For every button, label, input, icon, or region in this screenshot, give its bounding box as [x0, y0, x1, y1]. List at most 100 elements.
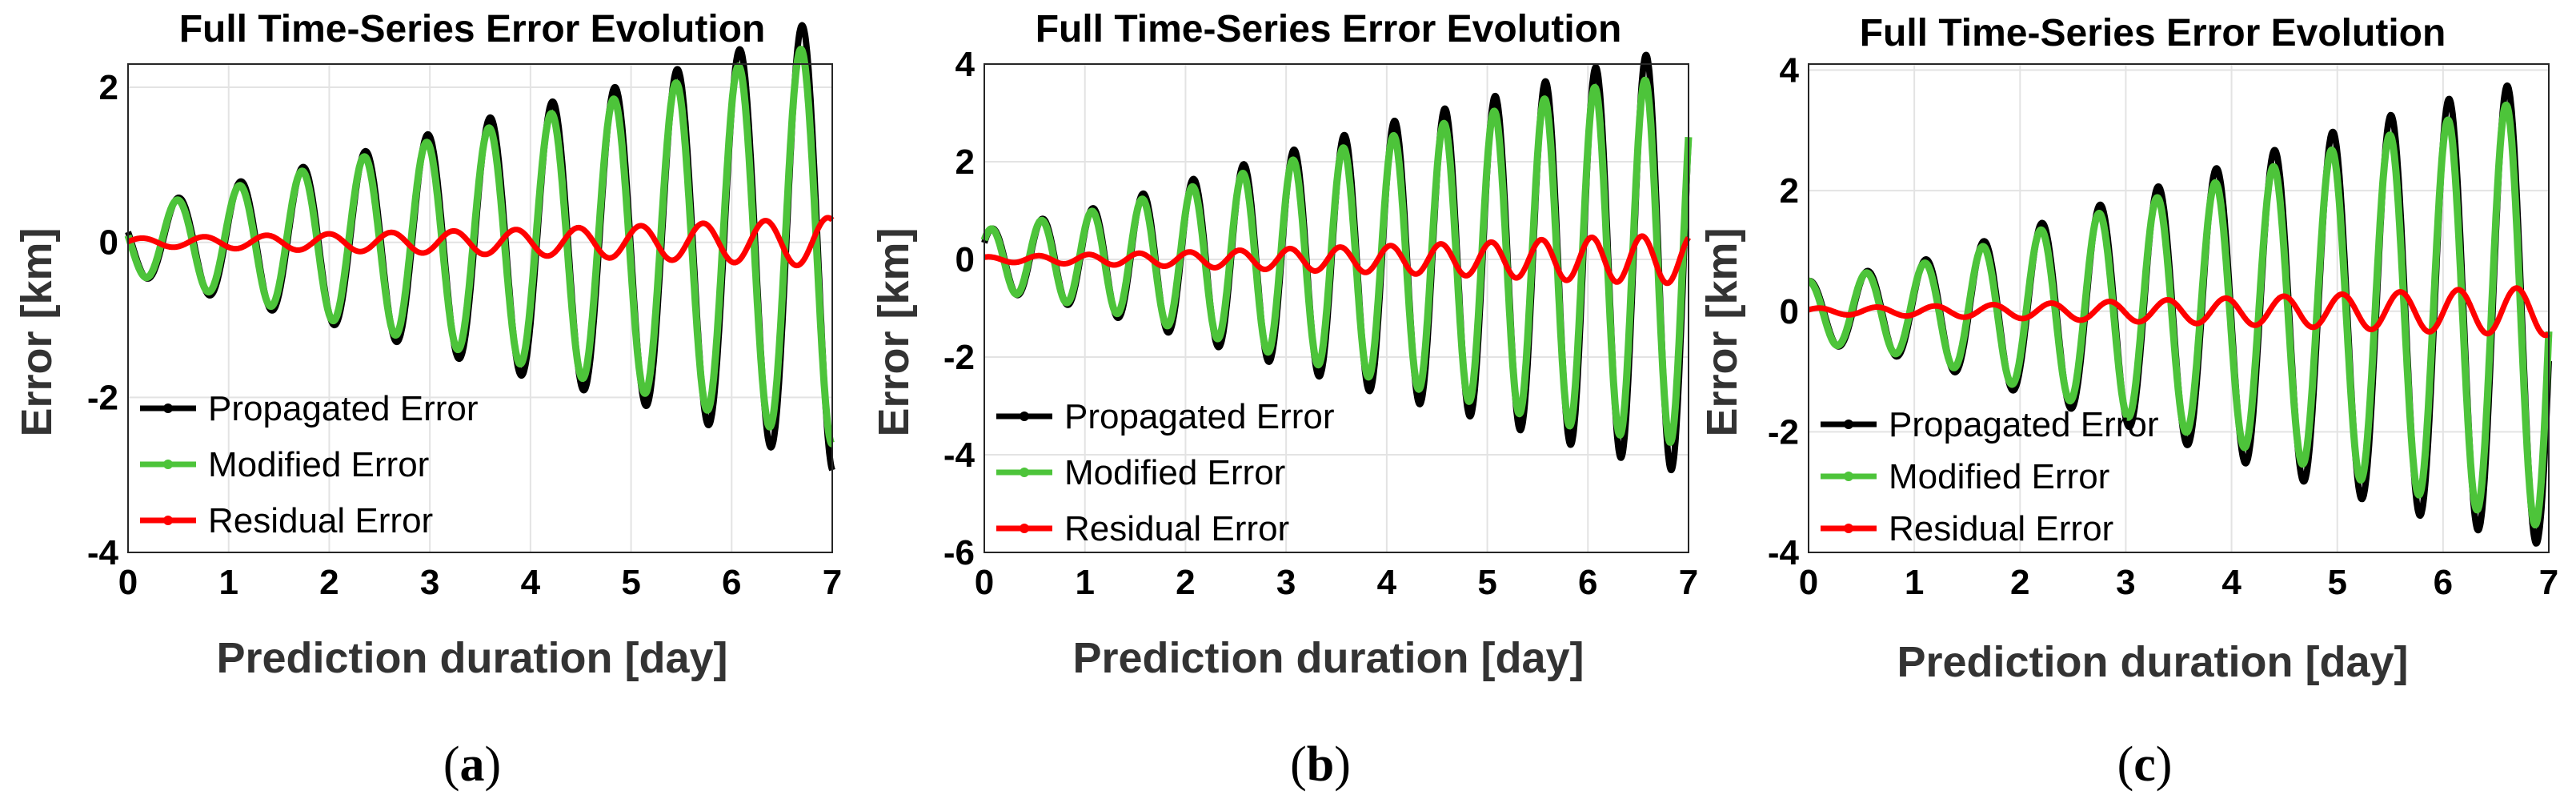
- y-tick-label: -6: [943, 533, 975, 572]
- x-tick-label: 1: [1905, 563, 1924, 602]
- legend-label: Residual Error: [208, 501, 433, 540]
- legend-marker: [1844, 524, 1853, 533]
- legend-label: Propagated Error: [1064, 397, 1335, 436]
- y-tick-label: 0: [99, 223, 118, 263]
- legend: Propagated Error Modified Error Residual E…: [1821, 405, 2159, 548]
- x-tick-labels: 0 1 2 3 4 5 6 7: [975, 563, 1698, 602]
- x-tick-label: 5: [2327, 563, 2346, 602]
- series-lines: [1805, 63, 2553, 553]
- series-lines: [980, 51, 1693, 553]
- x-tick-label: 4: [2221, 563, 2241, 602]
- series-line-modified-error: [980, 76, 1693, 446]
- y-tick-label: 4: [1780, 51, 1800, 90]
- series-line-residual-error: [1806, 285, 2551, 339]
- legend-label: Propagated Error: [1889, 405, 2159, 444]
- y-tick-labels: 2 0 -2 -4: [87, 68, 119, 572]
- x-tick-labels: 0 1 2 3 4 5 6 7: [118, 563, 842, 602]
- legend-marker: [1844, 420, 1853, 429]
- y-tick-label: -2: [87, 378, 118, 417]
- x-tick-label: 2: [1176, 563, 1195, 602]
- x-tick-label: 1: [1075, 563, 1094, 602]
- x-tick-label: 6: [1578, 563, 1597, 602]
- chart-panel-b: Full Time-Series Error Evolution 4 2 0 -2 -4…: [870, 8, 1698, 792]
- legend-item: Modified Error: [140, 445, 429, 484]
- legend-item: Modified Error: [1821, 457, 2109, 496]
- x-tick-label: 7: [2539, 563, 2558, 602]
- caption: (a): [443, 737, 501, 792]
- plot-border: [984, 63, 1689, 553]
- chart-panel-c: Full Time-Series Error Evolution 4 2 0 -2 -4…: [1698, 12, 2558, 792]
- chart-title: Full Time-Series Error Evolution: [1036, 8, 1622, 50]
- legend-label: Modified Error: [208, 445, 429, 484]
- legend-marker: [1020, 524, 1029, 533]
- series-line-modified-error: [1805, 101, 2553, 528]
- legend-label: Modified Error: [1889, 457, 2109, 496]
- x-tick-label: 1: [218, 563, 238, 602]
- legend: Propagated Error Modified Error Residual E…: [996, 397, 1335, 548]
- x-tick-label: 7: [1679, 563, 1698, 602]
- y-tick-label: -2: [943, 338, 975, 377]
- y-tick-label: 0: [955, 240, 975, 279]
- legend-marker: [163, 460, 173, 469]
- y-tick-label: 0: [1780, 292, 1799, 331]
- legend-marker: [1020, 412, 1029, 421]
- y-tick-label: -4: [87, 533, 119, 572]
- y-axis-label: Error [km]: [870, 227, 918, 436]
- legend-item: Residual Error: [996, 509, 1289, 548]
- plot-area: [984, 63, 1689, 553]
- plot-border: [1808, 63, 2550, 553]
- x-tick-label: 3: [2116, 563, 2135, 602]
- x-tick-label: 7: [823, 563, 842, 602]
- x-tick-label: 0: [1799, 563, 1818, 602]
- y-tick-label: 2: [99, 68, 118, 107]
- y-tick-label: -2: [1768, 412, 1799, 452]
- x-tick-label: 6: [722, 563, 741, 602]
- y-axis-label: Error [km]: [13, 227, 61, 436]
- plot-border: [127, 63, 833, 553]
- chart-title: Full Time-Series Error Evolution: [179, 8, 766, 50]
- legend-label: Modified Error: [1064, 453, 1285, 492]
- y-tick-labels: 4 2 0 -2 -4: [1768, 51, 1800, 572]
- x-tick-label: 2: [319, 563, 339, 602]
- legend: Propagated Error Modified Error Residual E…: [140, 389, 479, 540]
- legend-item: Propagated Error: [1821, 405, 2159, 444]
- chart-title: Full Time-Series Error Evolution: [1860, 12, 2446, 54]
- legend-item: Propagated Error: [996, 397, 1335, 436]
- legend-item: Residual Error: [1821, 509, 2113, 548]
- legend-label: Residual Error: [1889, 509, 2113, 548]
- legend-label: Propagated Error: [208, 389, 479, 428]
- x-axis-label: Prediction duration [day]: [1072, 634, 1584, 682]
- legend-marker: [1844, 472, 1853, 481]
- y-tick-label: -4: [943, 436, 976, 475]
- x-tick-label: 5: [621, 563, 640, 602]
- caption: (c): [2117, 737, 2173, 792]
- legend-item: Modified Error: [996, 453, 1285, 492]
- x-tick-label: 0: [975, 563, 994, 602]
- x-tick-labels: 0 1 2 3 4 5 6 7: [1799, 563, 2558, 602]
- x-tick-label: 6: [2434, 563, 2453, 602]
- y-tick-labels: 4 2 0 -2 -4 -6: [943, 45, 976, 572]
- y-axis-label: Error [km]: [1698, 227, 1746, 436]
- x-tick-label: 4: [521, 563, 541, 602]
- x-tick-label: 3: [1276, 563, 1296, 602]
- y-tick-label: 4: [955, 45, 976, 84]
- y-tick-label: 2: [1780, 171, 1799, 211]
- legend-marker: [163, 516, 173, 525]
- legend-marker: [1020, 468, 1029, 477]
- legend-marker: [163, 404, 173, 413]
- x-tick-label: 3: [420, 563, 439, 602]
- x-tick-label: 0: [118, 563, 138, 602]
- y-tick-label: -4: [1768, 533, 1800, 572]
- series-line-modified-error: [124, 46, 835, 448]
- x-axis-label: Prediction duration [day]: [1897, 638, 2408, 686]
- y-tick-label: 2: [955, 143, 975, 182]
- x-axis-label: Prediction duration [day]: [216, 634, 727, 682]
- series-lines: [124, 22, 835, 553]
- legend-label: Residual Error: [1064, 509, 1289, 548]
- chart-panel-a: Full Time-Series Error Evolution 20-2-4 …: [13, 8, 842, 792]
- legend-item: Propagated Error: [140, 389, 479, 428]
- series-line-residual-error: [126, 215, 835, 269]
- x-tick-label: 5: [1477, 563, 1496, 602]
- caption: (b): [1290, 737, 1351, 792]
